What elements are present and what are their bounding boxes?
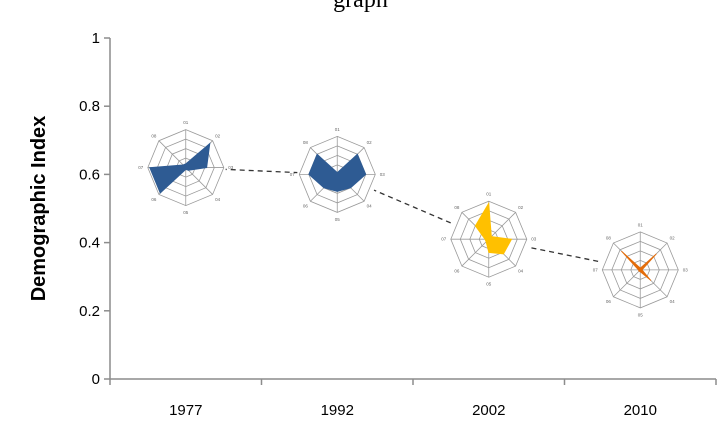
y-tick-label: 0.4 bbox=[79, 235, 100, 252]
radar-glyph: 01 02 03 04 05 06 07 08 bbox=[593, 222, 689, 317]
radar-axis-label: 03 bbox=[380, 172, 386, 177]
radar-axis-label: 06 bbox=[454, 269, 460, 274]
y-tick-label: 0.8 bbox=[79, 98, 100, 115]
radar-axis-label: 05 bbox=[486, 282, 492, 287]
radar-axis-label: 07 bbox=[290, 172, 296, 177]
radar-spoke bbox=[461, 238, 490, 267]
radar-axis-label: 07 bbox=[138, 165, 144, 170]
y-axis-label: Demographic Index bbox=[28, 116, 50, 302]
radar-ring bbox=[450, 200, 528, 278]
y-tick-label: 0.6 bbox=[79, 166, 100, 183]
y-tick-label: 0.2 bbox=[79, 303, 100, 320]
radar-axis-label: 01 bbox=[335, 127, 341, 132]
radar-glyphs: 01 02 03 04 05 06 07 08 01 02 03 04 05 06 07 08 01 02 03 04… bbox=[138, 120, 688, 317]
radar-axis-label: 05 bbox=[638, 312, 644, 317]
trend-line-group bbox=[185, 166, 641, 271]
radar-axis-label: 08 bbox=[454, 205, 460, 210]
radar-glyph: 01 02 03 04 05 06 07 08 bbox=[441, 192, 537, 287]
radar-axis-label: 01 bbox=[486, 192, 492, 197]
radar-axis-label: 06 bbox=[151, 197, 157, 202]
top-caption-text: graph bbox=[333, 0, 388, 13]
radar-axis-label: 05 bbox=[183, 210, 189, 215]
radar-axis-label: 03 bbox=[683, 267, 689, 272]
radar-axis-label: 02 bbox=[367, 140, 373, 145]
radar-axis-label: 03 bbox=[228, 165, 234, 170]
x-tick-label: 1977 bbox=[169, 402, 202, 419]
radar-axis-label: 04 bbox=[518, 269, 524, 274]
radar-axis-label: 02 bbox=[518, 205, 524, 210]
x-tick-labels: 1977 1992 2002 2010 bbox=[169, 402, 657, 419]
radar-axis-label: 04 bbox=[670, 299, 676, 304]
radar-axis-label: 01 bbox=[638, 222, 644, 227]
axes bbox=[104, 37, 717, 385]
y-tick-label: 1 bbox=[92, 30, 100, 47]
radar-axis-label: 08 bbox=[303, 140, 309, 145]
x-tick-label: 1992 bbox=[321, 402, 354, 419]
radar-axis-label: 03 bbox=[531, 237, 537, 242]
radar-axis-label: 08 bbox=[606, 236, 612, 241]
radar-axis-label: 04 bbox=[215, 197, 221, 202]
radar-glyph: 01 02 03 04 05 06 07 08 bbox=[290, 127, 386, 222]
x-tick-label: 2002 bbox=[472, 402, 505, 419]
radar-spoke bbox=[185, 167, 213, 195]
radar-shape bbox=[149, 142, 211, 194]
radar-axis-label: 01 bbox=[183, 120, 189, 125]
radar-axis-label: 06 bbox=[606, 299, 612, 304]
radar-ring bbox=[147, 129, 225, 207]
radar-glyph: 01 02 03 04 05 06 07 08 bbox=[138, 120, 234, 215]
radar-spoke bbox=[613, 269, 641, 298]
x-tick-label: 2010 bbox=[624, 402, 657, 419]
radar-shape bbox=[621, 250, 657, 281]
radar-ring bbox=[601, 231, 679, 309]
radar-axis-label: 07 bbox=[441, 237, 447, 242]
radar-axis-label: 08 bbox=[151, 133, 157, 138]
y-tick-label: 0 bbox=[92, 371, 100, 388]
radar-spoke bbox=[488, 212, 516, 240]
y-axis-label-group: Demographic Index bbox=[28, 116, 50, 302]
radar-shape bbox=[474, 201, 513, 255]
radar-axis-label: 06 bbox=[303, 204, 309, 209]
radar-axis-label: 07 bbox=[593, 267, 599, 272]
trend-line bbox=[185, 166, 641, 271]
radar-spoke bbox=[158, 140, 187, 168]
radar-axis-label: 04 bbox=[367, 204, 373, 209]
radar-axis-label: 05 bbox=[335, 217, 341, 222]
radar-axis-label: 02 bbox=[215, 133, 221, 138]
radar-axis-label: 02 bbox=[670, 236, 676, 241]
radar-shape bbox=[308, 153, 367, 192]
y-tick-labels: 0 0.2 0.4 0.6 0.8 1 bbox=[79, 30, 100, 388]
